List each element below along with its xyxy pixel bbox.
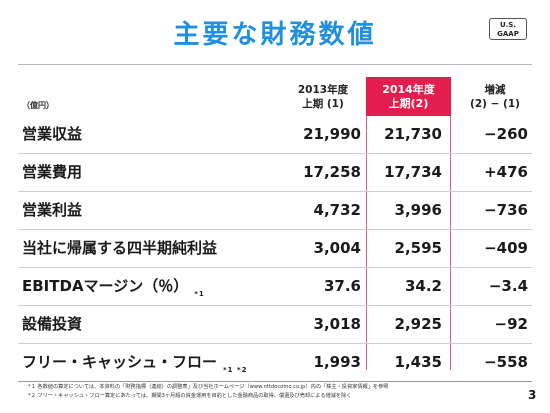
value-2014-h1: 2,925 (394, 315, 442, 333)
value-change: +476 (484, 163, 528, 181)
row-label-text: 営業収益 (22, 125, 83, 143)
unit-label: （億円） (22, 101, 54, 110)
value-2014-h1: 1,435 (394, 353, 442, 371)
us-gaap-badge: U.S. GAAP (489, 18, 527, 40)
footnote-marker: *1 (194, 290, 205, 298)
badge-line2: GAAP (497, 30, 519, 38)
row-label: フリー・キャッシュ・フロー *1 *2 (22, 344, 248, 381)
row-label-text: 営業利益 (22, 201, 83, 219)
table-row: 設備投資 3,018 2,925 −92 (18, 306, 532, 344)
value-2013-h1: 3,018 (313, 315, 361, 333)
value-change: −260 (484, 125, 528, 143)
row-label-text: 当社に帰属する四半期純利益 (22, 239, 218, 257)
slide-title: 主要な財務数値 (173, 20, 377, 50)
table-row: 営業収益 21,990 21,730 −260 (18, 116, 532, 154)
value-2013-h1: 17,258 (303, 163, 361, 181)
value-2014-h1: 17,734 (384, 163, 442, 181)
table-row: フリー・キャッシュ・フロー *1 *2 1,993 1,435 −558 (18, 344, 532, 382)
value-change: −736 (484, 201, 528, 219)
badge-line1: U.S. (499, 21, 517, 29)
footnote-1: *１ 各数値の算定については、本資料の「財務指標（連結）の調整表」及び当社ホーム… (28, 384, 389, 390)
table-row: EBITDAマージン（％） *1 37.6 34.2 −3.4 (18, 268, 532, 306)
value-change: −3.4 (488, 277, 528, 295)
column-header-2014-h1: 2014年度 上期(2) (366, 77, 451, 116)
value-2014-h1: 34.2 (404, 277, 442, 295)
table-row: 営業費用 17,258 17,734 +476 (18, 154, 532, 192)
column-header-line1: 2013年度 (297, 84, 349, 96)
footnotes: *１ 各数値の算定については、本資料の「財務指標（連結）の調整表」及び当社ホーム… (28, 383, 498, 401)
column-header-2013-h1: 2013年度 上期 (1) (282, 83, 364, 111)
column-header-line2: 上期 (1) (302, 98, 344, 110)
row-label-text: フリー・キャッシュ・フロー (22, 353, 218, 371)
value-2013-h1: 37.6 (323, 277, 361, 295)
footnote-2: *２ フリー・キャッシュ・フロー算定にあたっては、期間3ヶ月超の資金運用を目的と… (28, 393, 352, 399)
value-2013-h1: 3,004 (313, 239, 361, 257)
row-label: EBITDAマージン（％） *1 (22, 268, 205, 305)
column-header-line1: 増減 (484, 84, 506, 96)
value-change: −92 (494, 315, 528, 333)
value-2013-h1: 4,732 (313, 201, 361, 219)
title-divider (18, 64, 532, 65)
value-2014-h1: 2,595 (394, 239, 442, 257)
row-label-text: EBITDAマージン（％） (22, 277, 189, 295)
value-change: −409 (484, 239, 528, 257)
value-change: −558 (484, 353, 528, 371)
row-label-text: 営業費用 (22, 163, 83, 181)
value-2014-h1: 3,996 (394, 201, 442, 219)
value-2014-h1: 21,730 (384, 125, 442, 143)
column-header-change: 増減 (2) − (1) (458, 83, 532, 111)
row-label: 設備投資 (22, 306, 82, 343)
row-label: 営業利益 (22, 192, 82, 229)
table-row: 当社に帰属する四半期純利益 3,004 2,595 −409 (18, 230, 532, 268)
value-2013-h1: 21,990 (303, 125, 361, 143)
value-2013-h1: 1,993 (313, 353, 361, 371)
row-label: 営業費用 (22, 154, 82, 191)
page-number: 3 (528, 388, 537, 402)
column-header-line2: (2) − (1) (470, 98, 520, 110)
column-header-line2: 上期(2) (388, 96, 429, 110)
footnote-marker: *1 *2 (223, 366, 248, 374)
row-label: 営業収益 (22, 116, 82, 153)
column-header-line1: 2014年度 (382, 82, 435, 96)
row-label-text: 設備投資 (22, 315, 83, 333)
financial-table: 営業収益 21,990 21,730 −260 営業費用 17,258 17,734 +476… (18, 116, 532, 382)
current-period-column-frame (366, 77, 451, 370)
row-label: 当社に帰属する四半期純利益 (22, 230, 217, 267)
table-row: 営業利益 4,732 3,996 −736 (18, 192, 532, 230)
